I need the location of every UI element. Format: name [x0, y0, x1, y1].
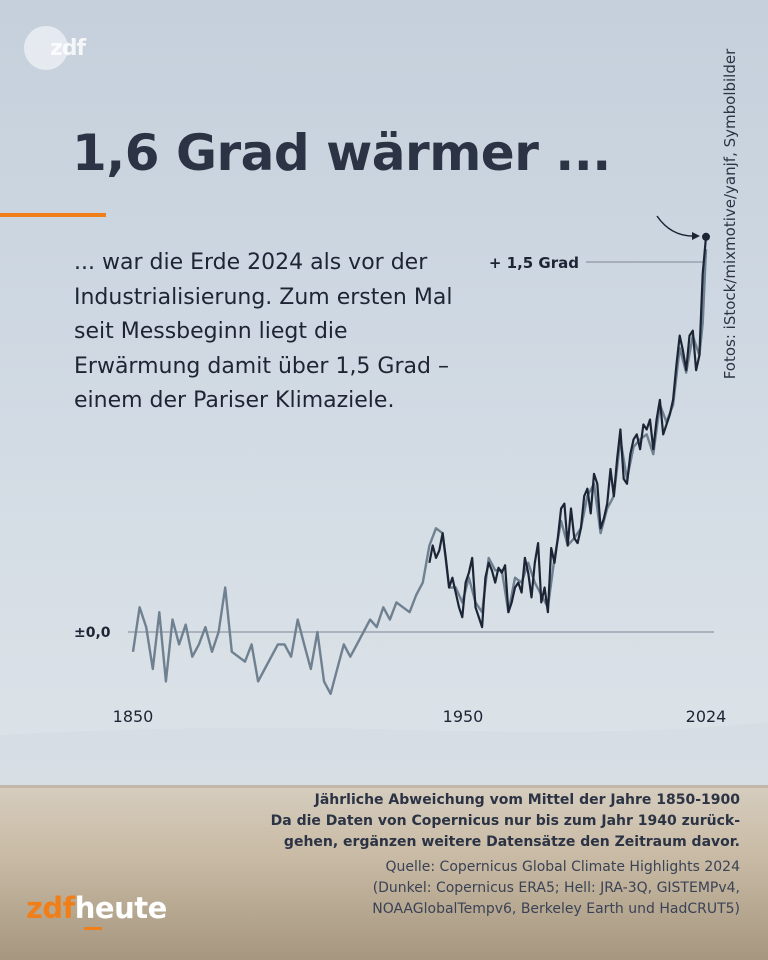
highlight-arrow — [656, 215, 699, 237]
zdfheute-logo: zdfheute — [26, 891, 168, 930]
note-line-3: gehen, ergänzen weitere Datensätze den Z… — [283, 834, 740, 850]
zdf-logo-text: zdf — [50, 36, 86, 61]
threshold-label: + 1,5 Grad — [489, 254, 579, 272]
zdf-logo-mark — [24, 26, 68, 70]
chart-notes: Jährliche Abweichung vom Mittel der Jahr… — [220, 790, 740, 920]
series-layer — [131, 232, 710, 695]
latest-value-dot — [702, 232, 710, 241]
note-line-2: Da die Daten von Copernicus nur bis zum … — [270, 813, 740, 829]
x-tick-2024: 2024 — [686, 707, 727, 726]
heute-wordmark: heute — [74, 891, 168, 925]
zdf-logo: zdf — [24, 26, 100, 70]
logo-underline — [84, 927, 102, 930]
arrow-head-icon — [692, 232, 700, 240]
zdf-wordmark: zdf — [26, 891, 75, 925]
source-line-1: Quelle: Copernicus Global Climate Highli… — [385, 859, 740, 875]
intro-text: ... war die Erde 2024 als vor der Indust… — [74, 250, 453, 413]
x-tick-1850: 1850 — [113, 707, 154, 726]
accent-bar — [0, 213, 106, 217]
headline: 1,6 Grad wärmer ... — [72, 124, 611, 182]
source-line-3: NOAAGlobalTempv6, Berkeley Earth und Had… — [372, 901, 740, 917]
source-line-2: (Dunkel: Copernicus ERA5; Hell: JRA-3Q, … — [372, 880, 740, 896]
zero-reference-label: ±0,0 — [74, 625, 111, 641]
note-line-1: Jährliche Abweichung vom Mittel der Jahr… — [314, 792, 740, 808]
series-line-light — [131, 249, 708, 695]
x-tick-1950: 1950 — [443, 707, 484, 726]
series-line-dark — [428, 236, 708, 629]
